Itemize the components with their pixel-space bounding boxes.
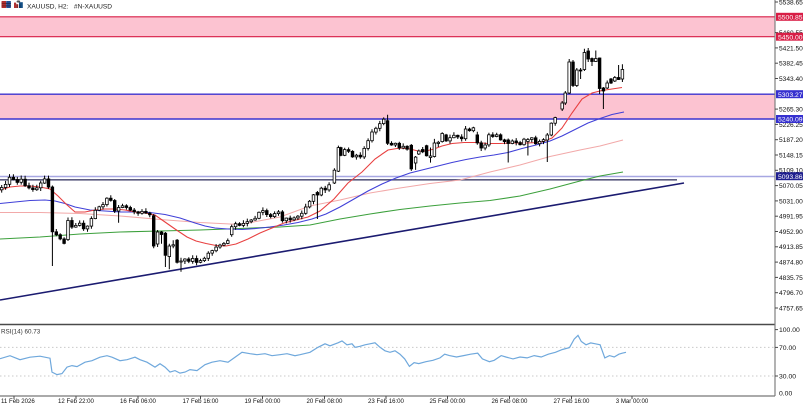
svg-text:5031.00: 5031.00 <box>779 198 803 205</box>
svg-text:4913.85: 4913.85 <box>779 244 803 251</box>
svg-text:3 Mar 00:00: 3 Mar 00:00 <box>616 398 649 405</box>
svg-text:5421.50: 5421.50 <box>779 45 803 52</box>
svg-text:5148.15: 5148.15 <box>779 152 803 159</box>
svg-text:19 Feb 00:00: 19 Feb 00:00 <box>245 398 282 405</box>
svg-text:70.00: 70.00 <box>779 345 796 352</box>
svg-text:12 Feb 22:00: 12 Feb 22:00 <box>58 398 95 405</box>
svg-text:XAUUSD, H2: #N-XAUUSD: XAUUSD, H2: #N-XAUUSD <box>27 3 112 10</box>
svg-text:4952.90: 4952.90 <box>779 229 803 236</box>
svg-text:16 Feb 06:00: 16 Feb 06:00 <box>120 398 157 405</box>
svg-text:30.00: 30.00 <box>779 373 796 380</box>
svg-text:17 Feb 16:00: 17 Feb 16:00 <box>183 398 220 405</box>
svg-text:4835.75: 4835.75 <box>779 275 803 282</box>
svg-text:5303.27: 5303.27 <box>778 92 803 99</box>
svg-text:5265.30: 5265.30 <box>779 107 803 114</box>
svg-text:5109.10: 5109.10 <box>779 168 803 175</box>
svg-text:4796.70: 4796.70 <box>779 290 803 297</box>
svg-text:26 Feb 08:00: 26 Feb 08:00 <box>492 398 529 405</box>
svg-text:5538.65: 5538.65 <box>779 0 803 6</box>
svg-text:11 Feb 2026: 11 Feb 2026 <box>1 398 35 405</box>
svg-text:5500.85: 5500.85 <box>778 14 803 21</box>
svg-text:5382.45: 5382.45 <box>779 61 803 68</box>
svg-text:0.00: 0.00 <box>779 391 792 398</box>
svg-text:5240.09: 5240.09 <box>778 117 803 124</box>
svg-text:5343.40: 5343.40 <box>779 76 803 83</box>
svg-text:5070.05: 5070.05 <box>779 183 803 190</box>
svg-text:5450.00: 5450.00 <box>778 34 803 41</box>
svg-text:5187.20: 5187.20 <box>779 137 803 144</box>
svg-text:4991.95: 4991.95 <box>779 214 803 221</box>
svg-text:5226.25: 5226.25 <box>779 122 803 129</box>
svg-text:100.00: 100.00 <box>779 327 800 334</box>
svg-text:4757.65: 4757.65 <box>779 305 803 312</box>
svg-text:20 Feb 08:00: 20 Feb 08:00 <box>307 398 344 405</box>
svg-text:23 Feb 16:00: 23 Feb 16:00 <box>368 398 405 405</box>
svg-text:RSI(14) 60.73: RSI(14) 60.73 <box>1 329 41 336</box>
svg-text:25 Feb 00:00: 25 Feb 00:00 <box>430 398 467 405</box>
svg-text:5093.86: 5093.86 <box>778 174 803 181</box>
svg-text:27 Feb 16:00: 27 Feb 16:00 <box>554 398 591 405</box>
svg-text:4874.80: 4874.80 <box>779 260 803 267</box>
